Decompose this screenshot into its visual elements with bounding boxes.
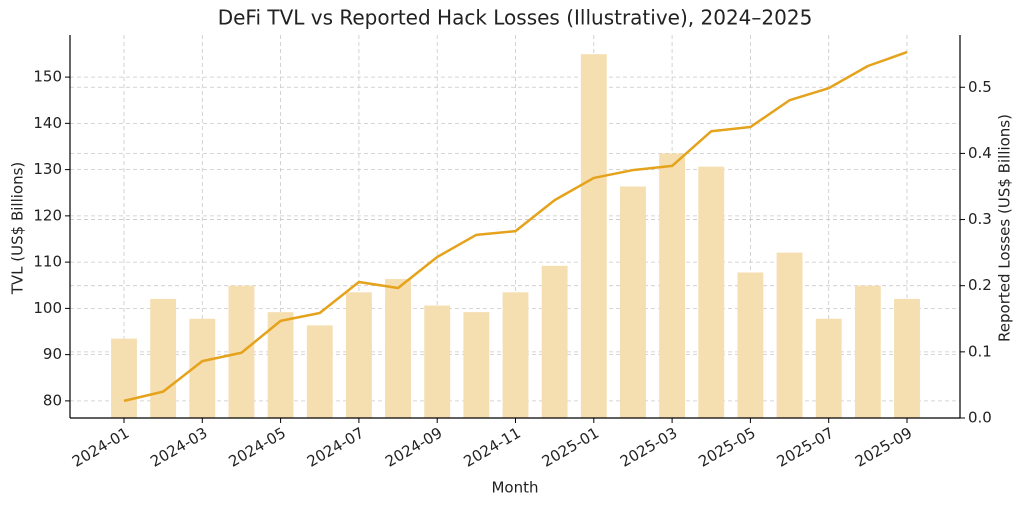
bar — [463, 312, 490, 418]
bar — [424, 305, 451, 418]
bar — [306, 325, 333, 418]
x-tick-label: 2025-01 — [539, 424, 602, 471]
bar — [111, 338, 137, 418]
bar — [620, 186, 646, 418]
y-tick-label: 150 — [33, 68, 62, 86]
x-tick-label: 2025-03 — [617, 424, 680, 471]
y-tick-label: 90 — [43, 345, 62, 363]
y-tick-label: 130 — [33, 160, 62, 178]
y2-tick-label: 0.1 — [968, 342, 992, 360]
y2-axis-label: Reported Losses (US$ Billions) — [996, 114, 1014, 342]
y-tick-label: 80 — [43, 391, 62, 409]
y2-tick-label: 0.2 — [968, 276, 992, 294]
x-tick-label: 2024-03 — [147, 424, 210, 471]
y2-tick-label: 0.3 — [968, 210, 992, 228]
x-axis-label: Month — [491, 479, 538, 497]
x-tick-label: 2024-11 — [460, 424, 523, 471]
bar — [698, 166, 725, 418]
bar — [776, 252, 803, 418]
y-tick-label: 100 — [33, 299, 62, 317]
bar — [815, 318, 842, 418]
bar — [580, 54, 607, 418]
bar — [541, 265, 568, 418]
y2-tick-label: 0.0 — [968, 409, 992, 427]
x-tick-label: 2024-07 — [304, 424, 367, 471]
bar — [894, 298, 920, 418]
x-tick-label: 2025-09 — [852, 424, 915, 471]
bar — [854, 285, 881, 418]
line — [123, 50, 908, 403]
x-tick-label: 2025-07 — [774, 424, 837, 471]
bar — [737, 272, 764, 418]
y2-tick-label: 0.4 — [968, 144, 992, 162]
y2-tick-label: 0.5 — [968, 78, 992, 96]
x-tick-label: 2025-05 — [695, 424, 758, 471]
x-tick-label: 2024-01 — [69, 424, 132, 471]
x-tick-label: 2024-09 — [382, 424, 445, 471]
bar — [659, 153, 686, 418]
x-tick-label: 2024-05 — [226, 424, 289, 471]
chart-title: DeFi TVL vs Reported Hack Losses (Illust… — [218, 6, 813, 30]
plot-marks — [111, 50, 920, 418]
bar — [345, 292, 372, 418]
y-tick-label: 120 — [33, 206, 62, 224]
bar — [385, 279, 411, 418]
y-tick-label: 140 — [33, 114, 62, 132]
bar — [267, 312, 294, 418]
bar — [502, 292, 529, 418]
bar — [150, 298, 177, 418]
y-axis-label: TVL (US$ Billions) — [9, 162, 27, 296]
y-tick-label: 110 — [33, 253, 62, 271]
